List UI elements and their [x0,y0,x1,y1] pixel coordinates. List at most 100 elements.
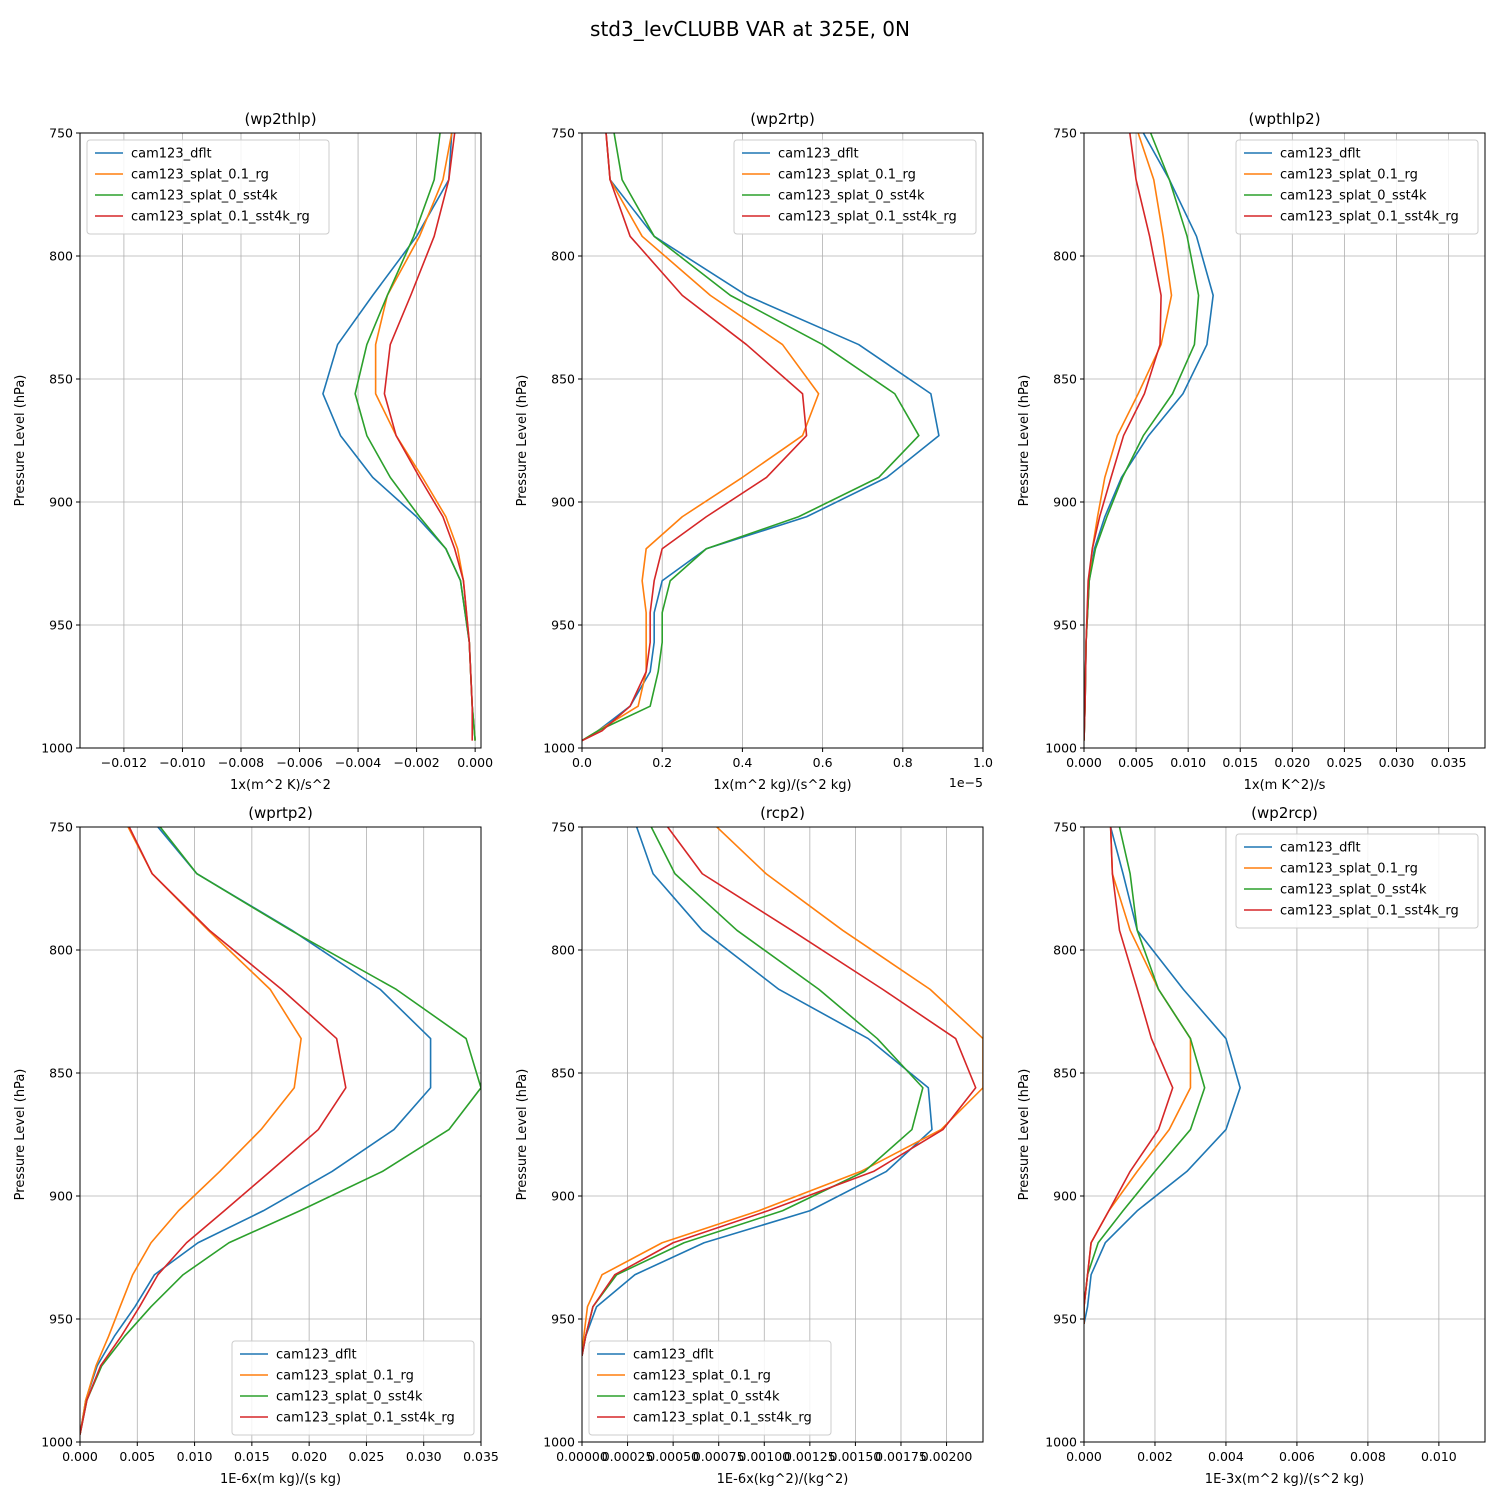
y-tick-label: 900 [49,1189,73,1204]
x-tick-label: 0.020 [291,1449,327,1464]
x-tick-label: 0.00000 [556,1449,608,1464]
x-tick-label: 0.025 [1326,755,1362,770]
series-group [322,133,476,741]
x-tick-label: 0.000 [1066,1449,1102,1464]
panels: −0.012 −0.010 −0.008 −0.006 −0.004 −0.002 0.00… [13,110,1486,1487]
legend-label: cam123_splat_0.1_sst4k_rg [131,210,310,225]
x-tick-label: 0.00075 [693,1449,745,1464]
y-axis-label: Pressure Level (hPa) [13,1069,28,1201]
x-axis-label: 1x(m K^2)/s [1244,778,1326,793]
x-tick-label: 0.030 [406,1449,442,1464]
legend-label: cam123_dflt [778,147,859,162]
legend-label: cam123_splat_0.1_rg [633,1369,771,1384]
x-tick-label: 0.008 [1350,1449,1386,1464]
panel-3: 0.000 0.005 0.010 0.015 0.020 0.025 0.030 0.035… [13,804,499,1487]
x-tick-label: −0.008 [218,755,264,770]
y-tick-label: 950 [1053,618,1077,633]
legend-label: cam123_splat_0.1_sst4k_rg [1280,904,1459,919]
grid [581,132,984,749]
x-tick-label: 0.000 [457,755,493,770]
series-line-cam123_splat_0_sst4k [80,827,481,1435]
series-line-cam123_splat_0.1_sst4k_rg [80,827,347,1435]
x-tick-label: 0.00200 [921,1449,973,1464]
legend-label: cam123_splat_0_sst4k [1280,189,1427,204]
y-tick-label: 1000 [543,1435,575,1450]
x-tick-label: 0.6 [813,755,833,770]
y-tick-label: 750 [551,820,575,835]
x-tick-label: 0.030 [1379,755,1415,770]
y-tick-label: 750 [49,820,73,835]
panel-title: (wp2rcp) [1251,804,1318,822]
y-tick-label: 800 [49,943,73,958]
panel-1: 0.0 0.2 0.4 0.6 0.8 1.0 750 800 850 900 950 1000 (wp… [515,110,993,793]
legend-label: cam123_splat_0_sst4k [1280,883,1427,898]
x-tick-label: −0.012 [101,755,147,770]
y-axis-label: Pressure Level (hPa) [13,375,28,507]
series-group [582,827,983,1357]
legend: cam123_dflt cam123_splat_0.1_rg cam123_spl… [733,139,977,235]
y-axis-label: Pressure Level (hPa) [515,1069,530,1201]
legend-label: cam123_splat_0.1_sst4k_rg [276,1411,455,1426]
legend: cam123_dflt cam123_splat_0.1_rg cam123_spl… [588,1340,832,1436]
series-group [1084,827,1241,1325]
panel-title: (wpthlp2) [1248,110,1320,128]
x-tick-label: 0.025 [349,1449,385,1464]
x-axis-label: 1E-6x(m kg)/(s kg) [220,1472,341,1487]
axes-frame [79,826,482,1443]
y-tick-label: 800 [551,249,575,264]
x-tick-label: −0.006 [276,755,322,770]
series-line-cam123_splat_0.1_sst4k_rg [582,827,977,1357]
y-axis-label: Pressure Level (hPa) [1017,1069,1032,1201]
y-tick-label: 950 [1053,1312,1077,1327]
legend-label: cam123_dflt [1280,147,1361,162]
x-tick-label: 0.035 [1431,755,1467,770]
y-tick-label: 1000 [1045,1435,1077,1450]
legend-label: cam123_splat_0.1_rg [1280,168,1418,183]
x-tick-label: 0.00125 [784,1449,836,1464]
y-tick-label: 1000 [1045,741,1077,756]
y-tick-label: 850 [551,372,575,387]
x-tick-label: 0.00150 [830,1449,882,1464]
x-tick-label: 1.0 [973,755,993,770]
series-line-cam123_splat_0.1_rg [582,133,820,742]
y-tick-label: 900 [551,495,575,510]
x-tick-label: 0.010 [177,1449,213,1464]
panel-5: 0.000 0.002 0.004 0.006 0.008 0.010 750 800 850 9… [1017,804,1486,1487]
y-tick-label: 1000 [543,741,575,756]
x-tick-label: −0.002 [393,755,439,770]
series-line-cam123_splat_0_sst4k [582,133,920,742]
y-tick-label: 750 [1053,820,1077,835]
y-tick-label: 750 [1053,126,1077,141]
y-tick-label: 900 [1053,1189,1077,1204]
y-tick-label: 850 [1053,372,1077,387]
panel-title: (wp2rtp) [750,110,815,128]
y-tick-label: 850 [49,1066,73,1081]
x-tick-label: 0.00025 [602,1449,654,1464]
legend-label: cam123_dflt [276,1348,357,1363]
legend-label: cam123_splat_0.1_sst4k_rg [633,1411,812,1426]
legend: cam123_dflt cam123_splat_0.1_rg cam123_spl… [86,139,330,235]
y-tick-label: 950 [551,1312,575,1327]
legend-label: cam123_dflt [633,1348,714,1363]
x-tick-label: 0.035 [463,1449,499,1464]
legend-box [733,139,977,235]
y-tick-label: 950 [49,1312,73,1327]
axes-frame [79,132,482,749]
legend-label: cam123_splat_0.1_rg [131,168,269,183]
x-tick-label: 0.8 [893,755,913,770]
legend-label: cam123_splat_0.1_rg [276,1369,414,1384]
legend-label: cam123_splat_0_sst4k [633,1390,780,1405]
legend-box [588,1340,832,1436]
x-tick-label: 0.005 [119,1449,155,1464]
y-axis-label: Pressure Level (hPa) [1017,375,1032,507]
x-tick-label: 0.006 [1279,1449,1315,1464]
legend-label: cam123_splat_0_sst4k [276,1390,423,1405]
y-tick-label: 900 [49,495,73,510]
x-tick-label: 0.000 [62,1449,98,1464]
legend-label: cam123_splat_0.1_sst4k_rg [1280,210,1459,225]
y-tick-label: 850 [49,372,73,387]
legend-label: cam123_dflt [1280,841,1361,856]
legend-box [1235,833,1479,929]
x-tick-label: 0.004 [1208,1449,1244,1464]
